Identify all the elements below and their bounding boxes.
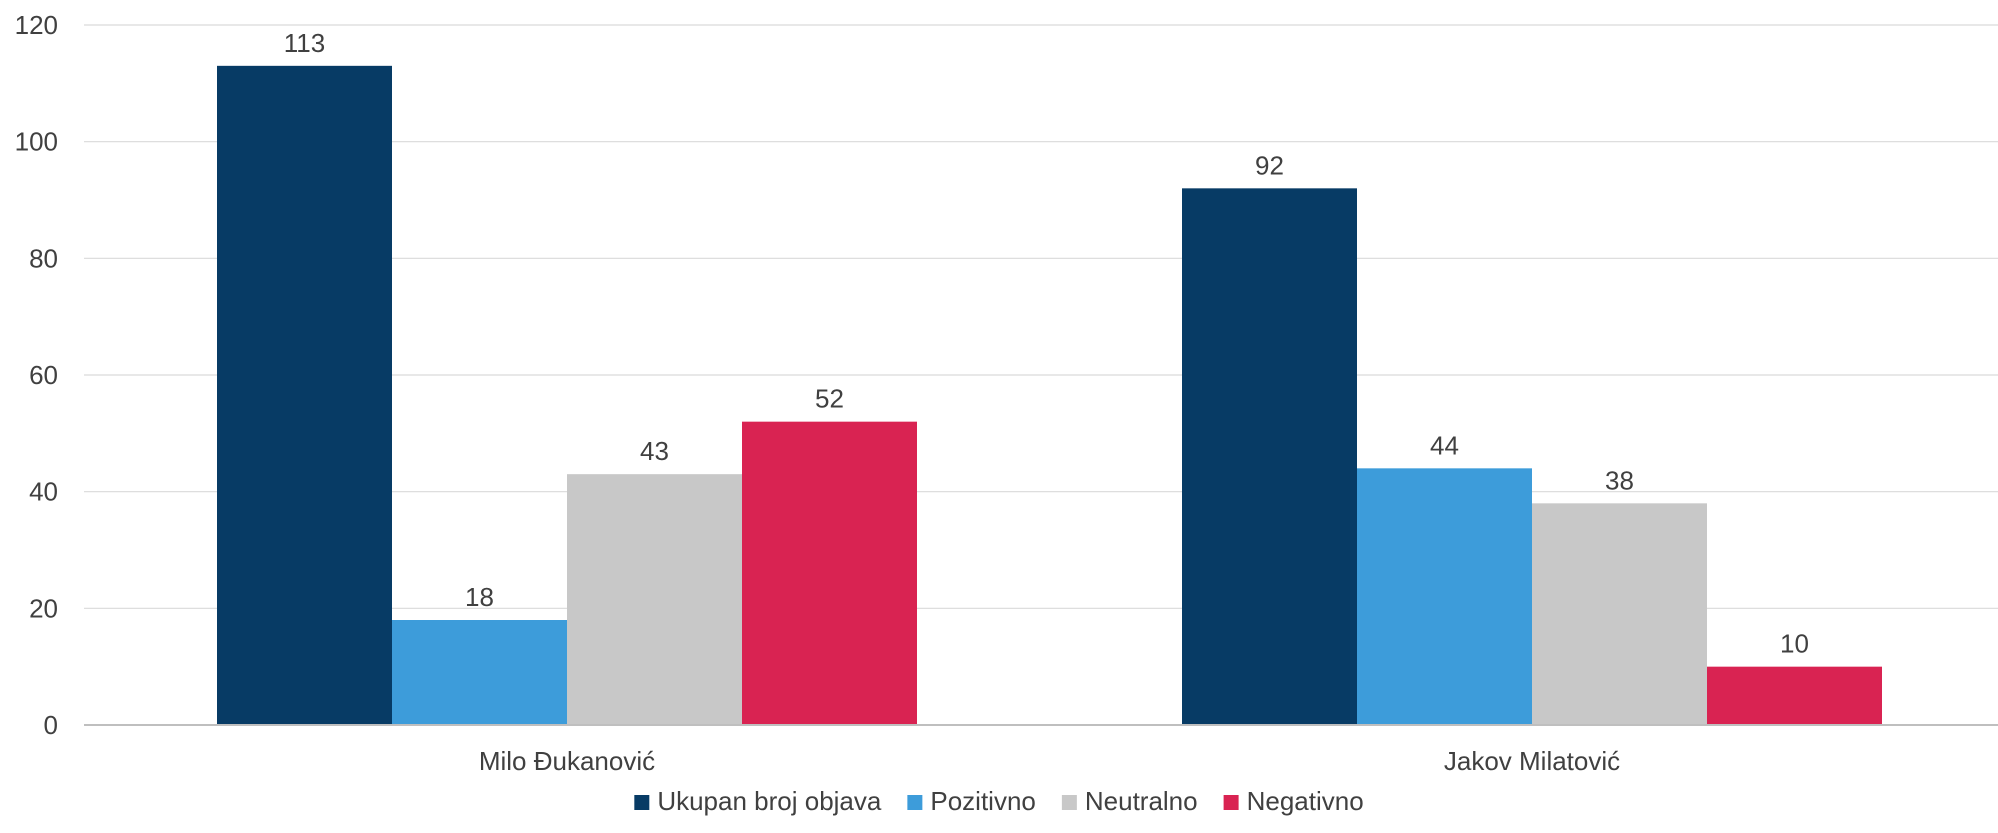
y-tick-label: 0 [44, 710, 58, 740]
data-label: 38 [1605, 465, 1634, 495]
data-label: 10 [1780, 629, 1809, 659]
legend-swatch [1223, 795, 1239, 810]
bar [742, 421, 917, 725]
data-label: 43 [640, 436, 669, 466]
bar [1357, 468, 1532, 725]
data-label: 44 [1430, 430, 1459, 460]
legend-item: Ukupan broj objava [634, 786, 882, 816]
bar [1707, 666, 1882, 725]
y-tick-label: 40 [29, 477, 58, 507]
data-label: 52 [815, 384, 844, 414]
y-tick-label: 100 [15, 127, 58, 157]
bar [1182, 188, 1357, 726]
bar [567, 474, 742, 725]
bar [392, 620, 567, 725]
legend-label: Neutralno [1085, 786, 1198, 816]
data-label: 18 [465, 582, 494, 612]
y-tick-label: 80 [29, 243, 58, 273]
bar [217, 65, 392, 726]
legend-swatch [1061, 795, 1077, 810]
x-tick-label: Milo Đukanović [479, 746, 655, 776]
legend: Ukupan broj objava Pozitivno Neutralno Nega… [634, 786, 1364, 816]
bars [217, 65, 1882, 726]
bar [1532, 503, 1707, 725]
legend-swatch [907, 795, 923, 810]
legend-item: Neutralno [1061, 786, 1198, 816]
legend-swatch [634, 795, 650, 810]
legend-label: Ukupan broj objava [657, 786, 882, 816]
y-tick-label: 20 [29, 593, 58, 623]
x-tick-label: Jakov Milatović [1444, 746, 1620, 776]
legend-item: Negativno [1223, 786, 1364, 816]
data-label: 92 [1255, 150, 1284, 180]
legend-label: Negativno [1247, 786, 1364, 816]
y-tick-label: 60 [29, 360, 58, 390]
legend-label: Pozitivno [930, 786, 1036, 816]
data-labels: 113 18 43 52 92 44 38 10 [284, 28, 1809, 659]
data-label: 113 [284, 28, 325, 58]
y-tick-label: 120 [15, 10, 58, 40]
legend-item: Pozitivno [907, 786, 1036, 816]
y-axis-ticks: 0 20 40 60 80 100 120 [15, 10, 58, 740]
x-axis-ticks: Milo Đukanović Jakov Milatović [479, 746, 1620, 776]
